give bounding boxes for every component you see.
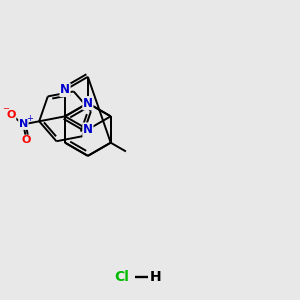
Text: H: H	[149, 270, 161, 284]
Text: O: O	[6, 110, 16, 120]
Text: N: N	[83, 123, 93, 136]
Text: Cl: Cl	[114, 270, 129, 284]
Text: +: +	[26, 114, 33, 123]
Text: N: N	[19, 119, 28, 129]
Text: N: N	[60, 83, 70, 97]
Text: N: N	[83, 97, 93, 110]
Text: O: O	[22, 135, 31, 145]
Text: −: −	[2, 104, 9, 113]
